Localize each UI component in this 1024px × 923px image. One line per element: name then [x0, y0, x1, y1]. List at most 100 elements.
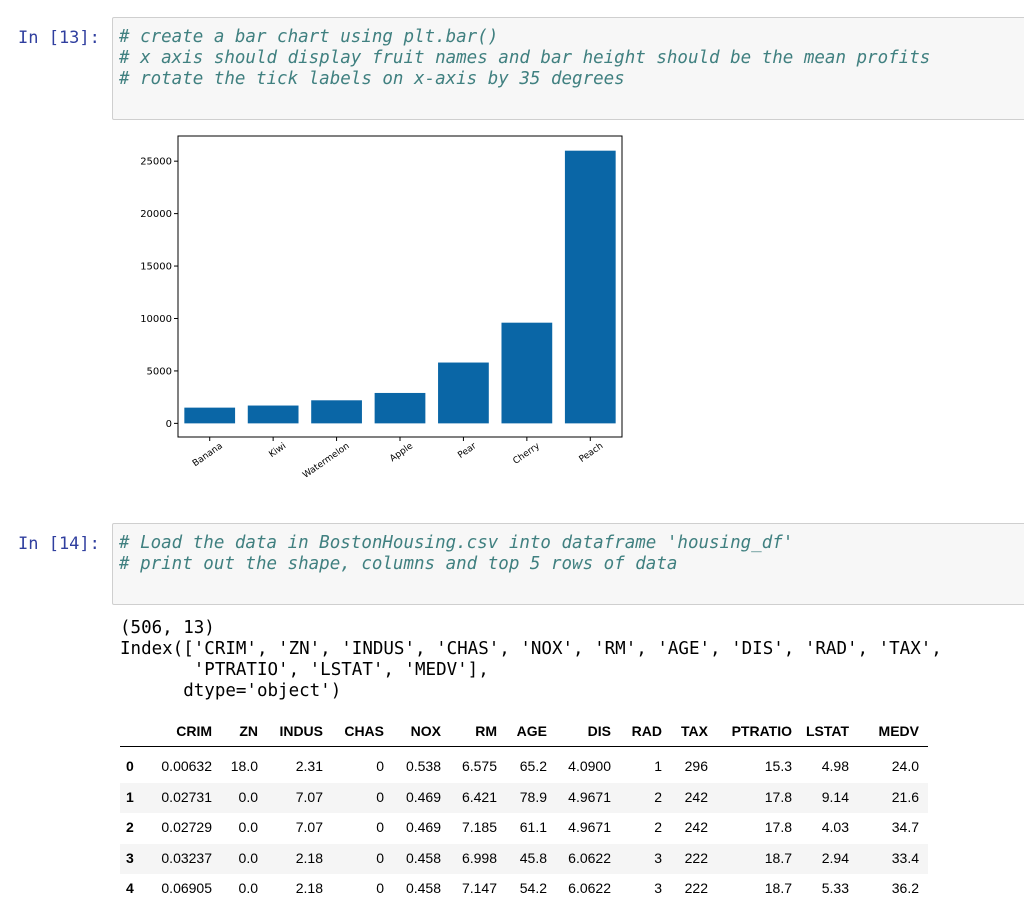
table-cell: 0.0 — [238, 880, 258, 896]
table-cell: 45.8 — [519, 849, 547, 866]
table-cell: 222 — [684, 880, 708, 896]
table-cell: 2.31 — [295, 758, 323, 774]
code-line: # x axis should display fruit names and … — [119, 48, 931, 68]
table-cell: 0 — [376, 880, 384, 896]
table-cell: 0.0 — [238, 788, 258, 805]
table-cell: 34.7 — [891, 819, 919, 835]
table-cell: 0.458 — [405, 880, 441, 896]
table-cell: 2.18 — [295, 880, 323, 896]
code-line: # print out the shape, columns and top 5… — [119, 554, 678, 574]
code-cell[interactable]: # Load the data in BostonHousing.csv int… — [112, 523, 1024, 605]
bar — [184, 407, 236, 424]
table-cell: 242 — [684, 788, 708, 805]
output-line: (506, 13) — [120, 618, 215, 638]
row-index: 1 — [126, 788, 134, 805]
column-header: DIS — [587, 723, 611, 739]
table-cell: 0.02729 — [161, 819, 212, 835]
table-cell: 0.458 — [405, 849, 441, 866]
table-cell: 0.00632 — [161, 758, 212, 774]
column-header: CHAS — [344, 723, 384, 739]
bar — [247, 405, 299, 424]
row-stripe — [120, 782, 928, 813]
column-header: INDUS — [279, 723, 323, 739]
y-tick-label: 0 — [166, 419, 172, 430]
y-tick-label: 20000 — [140, 209, 172, 220]
table-cell: 7.07 — [295, 819, 323, 835]
table-cell: 0 — [376, 819, 384, 835]
table-cell: 2.94 — [821, 849, 849, 866]
table-cell: 222 — [684, 849, 708, 866]
table-cell: 18.7 — [764, 849, 792, 866]
row-index: 0 — [126, 758, 134, 774]
table-cell: 18.7 — [764, 880, 792, 896]
code-line: # create a bar chart using plt.bar() — [119, 27, 499, 47]
column-header: AGE — [516, 723, 547, 739]
y-tick-label: 15000 — [140, 262, 172, 273]
table-cell: 0.469 — [405, 819, 441, 835]
y-tick-label: 25000 — [140, 157, 172, 168]
header-rule — [120, 746, 928, 747]
plot-frame — [177, 135, 623, 438]
table-cell: 2.18 — [295, 849, 323, 866]
table-cell: 0 — [376, 788, 384, 805]
table-cell: 0.0 — [238, 819, 258, 835]
row-index: 3 — [126, 849, 134, 866]
code-line: # rotate the tick labels on x-axis by 35… — [119, 69, 625, 89]
table-cell: 18.0 — [230, 758, 258, 774]
table-cell: 33.4 — [891, 849, 919, 866]
bar — [438, 362, 489, 424]
table-cell: 4.0900 — [568, 758, 611, 774]
table-cell: 78.9 — [519, 788, 547, 805]
y-tick-label: 10000 — [140, 314, 172, 325]
table-cell: 4.03 — [821, 819, 849, 835]
row-index: 4 — [126, 880, 134, 896]
table-cell: 0 — [376, 849, 384, 866]
table-cell: 0.469 — [405, 788, 441, 805]
table-cell: 1 — [654, 758, 662, 774]
column-header: ZN — [239, 723, 258, 739]
table-cell: 54.2 — [519, 880, 547, 896]
code-cell[interactable]: # create a bar chart using plt.bar() # x … — [112, 17, 1024, 120]
table-cell: 4.98 — [821, 758, 849, 774]
bar — [374, 392, 426, 424]
table-cell: 0.03237 — [161, 849, 212, 866]
column-header: CRIM — [176, 723, 212, 739]
cell-prompt: In [13]: — [18, 28, 100, 48]
table-cell: 6.575 — [461, 758, 497, 774]
table-cell: 24.0 — [891, 758, 919, 774]
bar — [311, 400, 362, 424]
output-line: 'PTRATIO', 'LSTAT', 'MEDV'], — [120, 660, 489, 680]
table-cell: 15.3 — [764, 758, 792, 774]
table-cell: 296 — [684, 758, 708, 774]
column-header: RAD — [631, 723, 662, 739]
table-cell: 0.02731 — [161, 788, 212, 805]
table-cell: 17.8 — [764, 788, 792, 805]
table-cell: 3 — [654, 880, 662, 896]
bar — [501, 322, 553, 424]
table-cell: 7.185 — [461, 819, 497, 835]
table-cell: 6.0622 — [568, 880, 611, 896]
text-output: (506, 13) Index(['CRIM', 'ZN', 'INDUS', '… — [120, 618, 942, 702]
table-cell: 36.2 — [891, 880, 919, 896]
output-line: dtype='object') — [120, 681, 342, 701]
table-cell: 7.147 — [461, 880, 497, 896]
table-cell: 0.0 — [238, 849, 258, 866]
table-cell: 6.998 — [461, 849, 497, 866]
table-cell: 3 — [654, 849, 662, 866]
table-cell: 65.2 — [519, 758, 547, 774]
column-header: MEDV — [878, 723, 919, 739]
table-cell: 2 — [654, 788, 662, 805]
row-index: 2 — [126, 819, 134, 835]
table-cell: 6.0622 — [568, 849, 611, 866]
table-cell: 17.8 — [764, 819, 792, 835]
row-stripe — [120, 843, 928, 874]
table-cell: 5.33 — [821, 880, 849, 896]
column-header: TAX — [681, 723, 708, 739]
column-header: RM — [475, 723, 497, 739]
output-line: Index(['CRIM', 'ZN', 'INDUS', 'CHAS', 'N… — [120, 639, 942, 659]
table-cell: 4.9671 — [568, 788, 611, 805]
column-header: PTRATIO — [731, 723, 792, 739]
table-cell: 7.07 — [295, 788, 323, 805]
